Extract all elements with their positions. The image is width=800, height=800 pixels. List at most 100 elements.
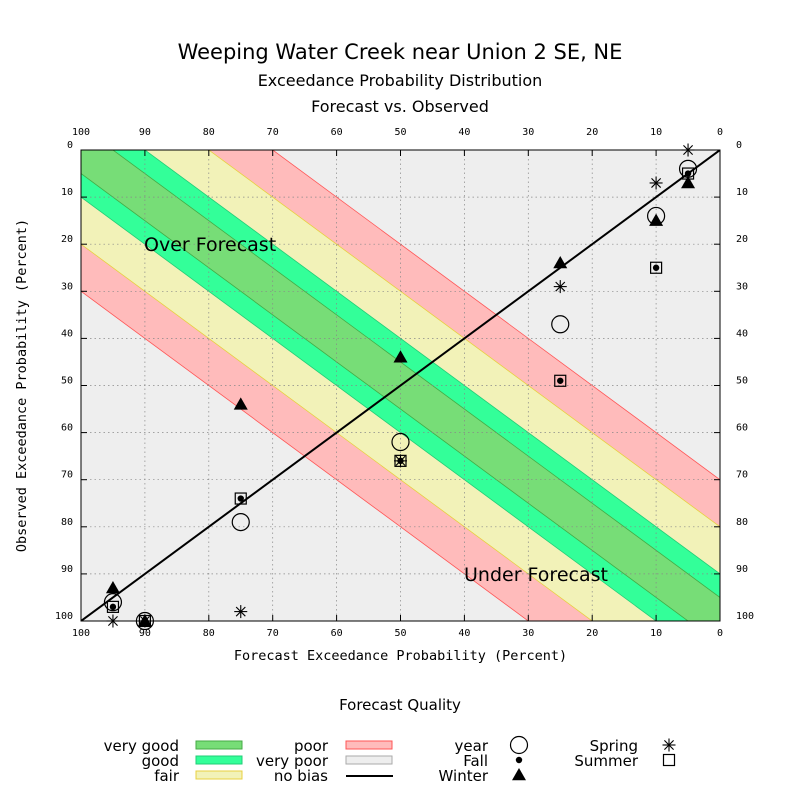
point-fall [557, 377, 564, 384]
legend-label-no-bias: no bias [274, 767, 328, 785]
legend-label-very-good: very good [104, 737, 179, 755]
x-tick-label: 90 [139, 628, 151, 639]
y-tick-label: 80 [61, 517, 73, 528]
legend-label-summer: Summer [574, 752, 638, 770]
x-tick-label: 100 [72, 628, 90, 639]
legend-swatch-very-good [195, 740, 243, 750]
legend-marker-winter [512, 768, 526, 781]
x-tick-label-top: 40 [458, 127, 470, 138]
legend-label-fair: fair [154, 767, 180, 785]
legend-label-spring: Spring [590, 737, 638, 755]
point-year [231, 512, 250, 532]
point-spring [649, 176, 663, 190]
y-tick-label-right: 20 [736, 234, 748, 245]
chart-title: Weeping Water Creek near Union 2 SE, NE [177, 40, 623, 64]
y-tick-label: 0 [67, 140, 73, 151]
point-winter [553, 256, 568, 269]
legend-label-winter: Winter [439, 767, 489, 785]
y-tick-label-right: 60 [736, 423, 748, 434]
point-winter [649, 213, 664, 226]
x-tick-label: 30 [522, 628, 534, 639]
point-winter [233, 397, 248, 410]
x-tick-label-top: 90 [139, 127, 151, 138]
y-tick-label-right: 90 [736, 564, 748, 575]
chart-subtitle: Exceedance Probability Distribution [257, 71, 543, 90]
x-tick-label-top: 10 [650, 127, 662, 138]
y-tick-label-right: 100 [736, 611, 754, 622]
under-forecast-label: Under Forecast [464, 564, 608, 586]
over-forecast-label: Over Forecast [144, 234, 276, 256]
point-year [135, 611, 154, 631]
y-tick-label: 60 [61, 423, 73, 434]
point-spring [138, 614, 152, 628]
point-spring [106, 614, 120, 628]
point-fall [652, 264, 660, 271]
x-tick-label: 0 [717, 628, 723, 639]
point-year [551, 315, 570, 334]
y-tick-label-right: 0 [736, 140, 742, 151]
no-bias-line [81, 150, 720, 621]
chart-subtitle-2: Forecast vs. Observed [311, 97, 489, 116]
point-summer [138, 614, 151, 628]
y-tick-label-right: 40 [736, 328, 748, 339]
point-spring [394, 454, 407, 468]
legend-label-poor: poor [294, 737, 329, 755]
legend-label-very-poor: very poor [256, 752, 329, 770]
x-tick-label-top: 80 [203, 127, 215, 138]
legend-marker-year [509, 735, 529, 755]
point-summer [394, 454, 407, 467]
point-winter [681, 175, 696, 189]
y-tick-label: 30 [61, 281, 73, 292]
y-tick-label: 20 [61, 234, 73, 245]
x-tick-label-top: 0 [717, 127, 723, 138]
y-tick-label: 90 [61, 564, 73, 575]
point-fall [237, 495, 244, 502]
x-tick-label: 20 [586, 628, 598, 639]
x-tick-label-top: 100 [72, 127, 90, 138]
legend-swatch-very-poor [345, 755, 393, 765]
y-tick-label-right: 10 [736, 187, 748, 198]
legend-marker-spring [662, 738, 676, 752]
legend-title: Forecast Quality [339, 696, 461, 714]
point-year [391, 432, 410, 452]
legend-label-year: year [455, 737, 489, 755]
point-summer [554, 374, 567, 387]
legend-marker-summer [662, 753, 676, 767]
point-fall [109, 603, 117, 611]
x-tick-label-top: 60 [331, 127, 343, 138]
x-tick-label: 10 [650, 628, 662, 639]
point-fall [684, 170, 692, 177]
x-tick-label: 40 [458, 628, 470, 639]
x-tick-label-top: 70 [267, 127, 279, 138]
y-tick-label: 10 [61, 187, 73, 198]
x-tick-label-top: 50 [394, 127, 406, 138]
point-winter [105, 581, 120, 594]
point-summer [106, 600, 120, 613]
y-tick-label-right: 30 [736, 281, 748, 292]
x-tick-label: 50 [394, 628, 406, 639]
x-tick-label: 60 [331, 628, 343, 639]
point-year [103, 593, 123, 612]
point-summer [649, 261, 663, 274]
x-tick-label-top: 30 [522, 127, 534, 138]
y-axis-label: Observed Exceedance Probability (Percent… [14, 219, 30, 552]
point-spring [681, 143, 695, 157]
x-axis-label: Forecast Exceedance Probability (Percent… [234, 648, 567, 664]
legend-label-fall: Fall [463, 752, 488, 770]
point-spring [553, 280, 567, 294]
y-tick-label: 50 [61, 376, 73, 387]
legend-label-good: good [142, 752, 179, 770]
x-tick-label-top: 20 [586, 127, 598, 138]
y-tick-label: 70 [61, 470, 73, 481]
data-points-group [103, 143, 698, 631]
point-summer [681, 167, 695, 180]
y-tick-label: 40 [61, 328, 73, 339]
y-tick-label: 100 [55, 611, 73, 622]
x-tick-label: 80 [203, 628, 215, 639]
y-tick-label-right: 50 [736, 376, 748, 387]
x-tick-label: 70 [267, 628, 279, 639]
point-spring [234, 605, 248, 619]
legend-swatch-good [195, 755, 243, 765]
